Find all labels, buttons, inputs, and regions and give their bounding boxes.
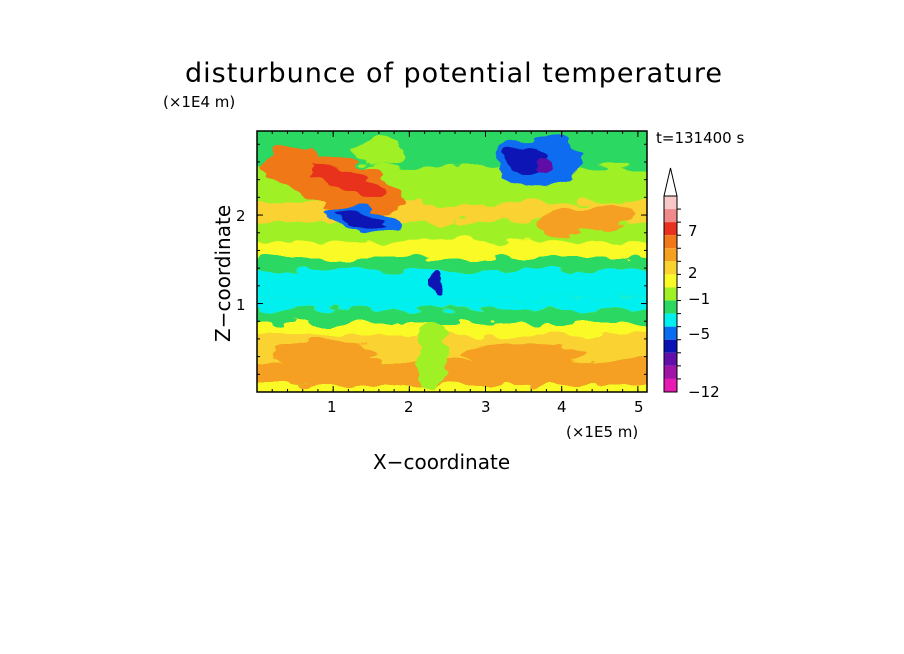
colorbar-swatch <box>664 300 677 314</box>
colorbar-tick-label: 2 <box>688 264 698 282</box>
x-tick-label: 1 <box>327 398 337 416</box>
colorbar-tick-label: −5 <box>688 325 711 343</box>
plot-frame <box>256 130 648 393</box>
contour-feature <box>272 339 379 365</box>
y-tick-label: 1 <box>236 296 246 314</box>
y-axis-unit: (×1E4 m) <box>163 93 236 111</box>
contour-band <box>257 269 647 300</box>
colorbar-tick-label: −12 <box>688 383 720 401</box>
x-tick-label: 4 <box>557 398 567 416</box>
contour-band <box>257 384 647 392</box>
colorbar-swatch <box>664 378 677 392</box>
contour-band <box>257 299 647 310</box>
colorbar-frame <box>663 195 678 393</box>
contour-feature <box>352 139 406 167</box>
colorbar-swatch <box>664 261 677 275</box>
axis-ticks <box>257 131 647 392</box>
colorbar-swatch <box>664 196 677 210</box>
contour-feature <box>535 159 558 174</box>
colorbar-swatch <box>664 248 677 262</box>
chart-title: disturbunce of potential temperature <box>185 58 723 89</box>
contour-feature <box>260 148 315 185</box>
x-axis-label: X−coordinate <box>373 450 511 474</box>
contour-feature <box>333 211 386 228</box>
colorbar-extend-arrow <box>663 167 678 197</box>
time-label: t=131400 s <box>656 129 745 147</box>
colorbar-swatch <box>664 222 677 236</box>
colorbar-tick-label: −1 <box>688 290 711 308</box>
contour-feature <box>416 321 448 392</box>
x-tick-label: 5 <box>634 398 644 416</box>
colorbar-swatch <box>664 235 677 249</box>
x-axis-unit: (×1E5 m) <box>566 423 639 441</box>
x-tick-label: 2 <box>404 398 414 416</box>
colorbar <box>663 167 681 393</box>
colorbar-swatch <box>664 287 677 301</box>
contour-feature <box>304 163 385 197</box>
colorbar-swatch <box>664 365 677 379</box>
contour-feature <box>462 344 585 366</box>
contour-band <box>257 309 647 323</box>
colorbar-swatch <box>664 209 677 223</box>
colorbar-tick-label: 7 <box>688 222 698 240</box>
colorbar-swatch <box>664 274 677 288</box>
contour-band <box>257 241 647 258</box>
contour-band <box>257 322 647 335</box>
contour-feature <box>429 270 443 293</box>
contour-band <box>257 361 647 385</box>
colorbar-swatch <box>664 313 677 327</box>
colorbar-swatch <box>664 352 677 366</box>
contour-field <box>257 131 647 392</box>
contour-band <box>257 257 647 270</box>
colorbar-swatch <box>664 326 677 340</box>
y-tick-label: 2 <box>236 207 246 225</box>
contour-feature <box>535 204 634 235</box>
x-tick-label: 3 <box>481 398 491 416</box>
colorbar-swatch <box>664 339 677 353</box>
